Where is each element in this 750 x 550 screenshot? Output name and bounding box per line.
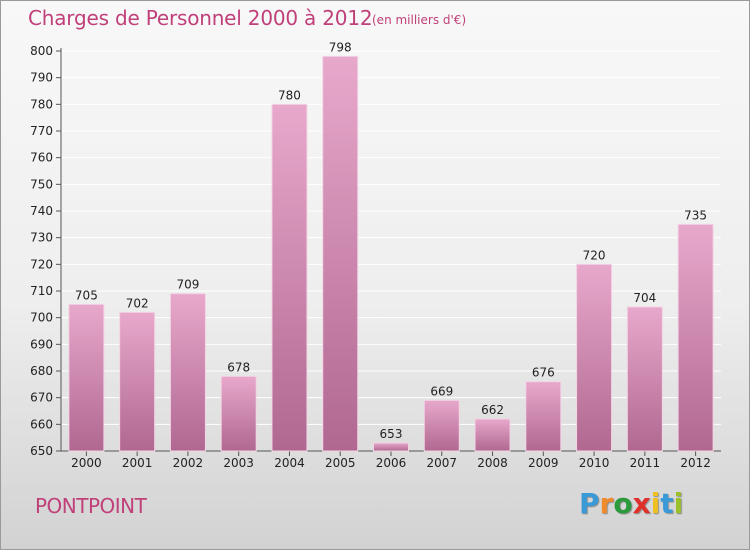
- bar-layer: [68, 55, 714, 452]
- y-tick-label-790: 790: [30, 71, 53, 85]
- value-label-2000: 705: [75, 288, 98, 302]
- chart-title: Charges de Personnel 2000 à 2012: [28, 6, 373, 30]
- value-label-2003: 678: [227, 360, 250, 374]
- proxiti-logo[interactable]: Proxiti: [579, 487, 683, 520]
- y-tick-label-770: 770: [30, 124, 53, 138]
- bar-2002: [169, 293, 206, 452]
- value-label-2001: 702: [126, 296, 149, 310]
- y-tick-label-690: 690: [30, 337, 53, 351]
- x-tick-label-2002: 2002: [173, 456, 204, 470]
- value-label-2010: 720: [583, 248, 606, 262]
- x-tick-label-2012: 2012: [680, 456, 711, 470]
- logo-letter: o: [613, 487, 633, 520]
- value-label-2005: 798: [329, 40, 352, 54]
- bar-2004: [271, 103, 308, 452]
- y-tick-label-670: 670: [30, 391, 53, 405]
- value-label-2009: 676: [532, 366, 555, 380]
- bar-2000: [68, 303, 105, 452]
- x-tick-label-2007: 2007: [426, 456, 457, 470]
- y-tick-label-730: 730: [30, 231, 53, 245]
- bar-2001: [119, 311, 156, 452]
- y-tick-label-650: 650: [30, 444, 53, 458]
- logo-letter: r: [599, 487, 614, 520]
- x-tick-label-2010: 2010: [579, 456, 610, 470]
- y-tick-label-720: 720: [30, 257, 53, 271]
- logo-letter: i: [673, 487, 684, 520]
- x-tick-label-2006: 2006: [376, 456, 407, 470]
- bar-2009: [525, 381, 562, 452]
- label-layer: 650 660 670 680 690 700 710 720 730 740 750 760 770 7…: [30, 40, 711, 470]
- value-label-2007: 669: [430, 384, 453, 398]
- bar-2007: [423, 399, 460, 452]
- value-label-2008: 662: [481, 403, 504, 417]
- value-label-2002: 709: [176, 278, 199, 292]
- y-tick-label-740: 740: [30, 204, 53, 218]
- bar-2006: [373, 442, 409, 452]
- x-tick-label-2011: 2011: [630, 456, 661, 470]
- value-label-2012: 735: [684, 208, 707, 222]
- logo-letter: P: [579, 487, 600, 520]
- grid-layer: [56, 48, 721, 456]
- y-tick-label-700: 700: [30, 311, 53, 325]
- y-tick-label-710: 710: [30, 284, 53, 298]
- y-tick-label-750: 750: [30, 177, 53, 191]
- x-tick-label-2001: 2001: [122, 456, 153, 470]
- logo-letter: x: [632, 487, 651, 520]
- bar-2005: [322, 55, 359, 452]
- chart-unit: (en milliers d'€): [372, 13, 467, 27]
- bar-2011: [626, 306, 663, 452]
- commune-name: PONTPOINT: [35, 494, 147, 518]
- value-label-2011: 704: [633, 291, 656, 305]
- bar-2010: [576, 263, 613, 452]
- bar-2003: [220, 375, 257, 452]
- logo-letter: t: [660, 487, 674, 520]
- y-tick-label-780: 780: [30, 97, 53, 111]
- bar-2012: [677, 223, 714, 452]
- logo-letter: i: [650, 487, 661, 520]
- y-tick-label-680: 680: [30, 364, 53, 378]
- y-tick-label-760: 760: [30, 151, 53, 165]
- y-tick-label-660: 660: [30, 417, 53, 431]
- x-tick-label-2003: 2003: [223, 456, 254, 470]
- value-label-2004: 780: [278, 88, 301, 102]
- x-tick-label-2008: 2008: [477, 456, 508, 470]
- x-tick-label-2009: 2009: [528, 456, 559, 470]
- x-tick-label-2005: 2005: [325, 456, 356, 470]
- x-tick-label-2004: 2004: [274, 456, 305, 470]
- y-tick-label-800: 800: [30, 44, 53, 58]
- value-label-2006: 653: [380, 427, 403, 441]
- bar-2008: [474, 418, 511, 452]
- x-tick-label-2000: 2000: [71, 456, 102, 470]
